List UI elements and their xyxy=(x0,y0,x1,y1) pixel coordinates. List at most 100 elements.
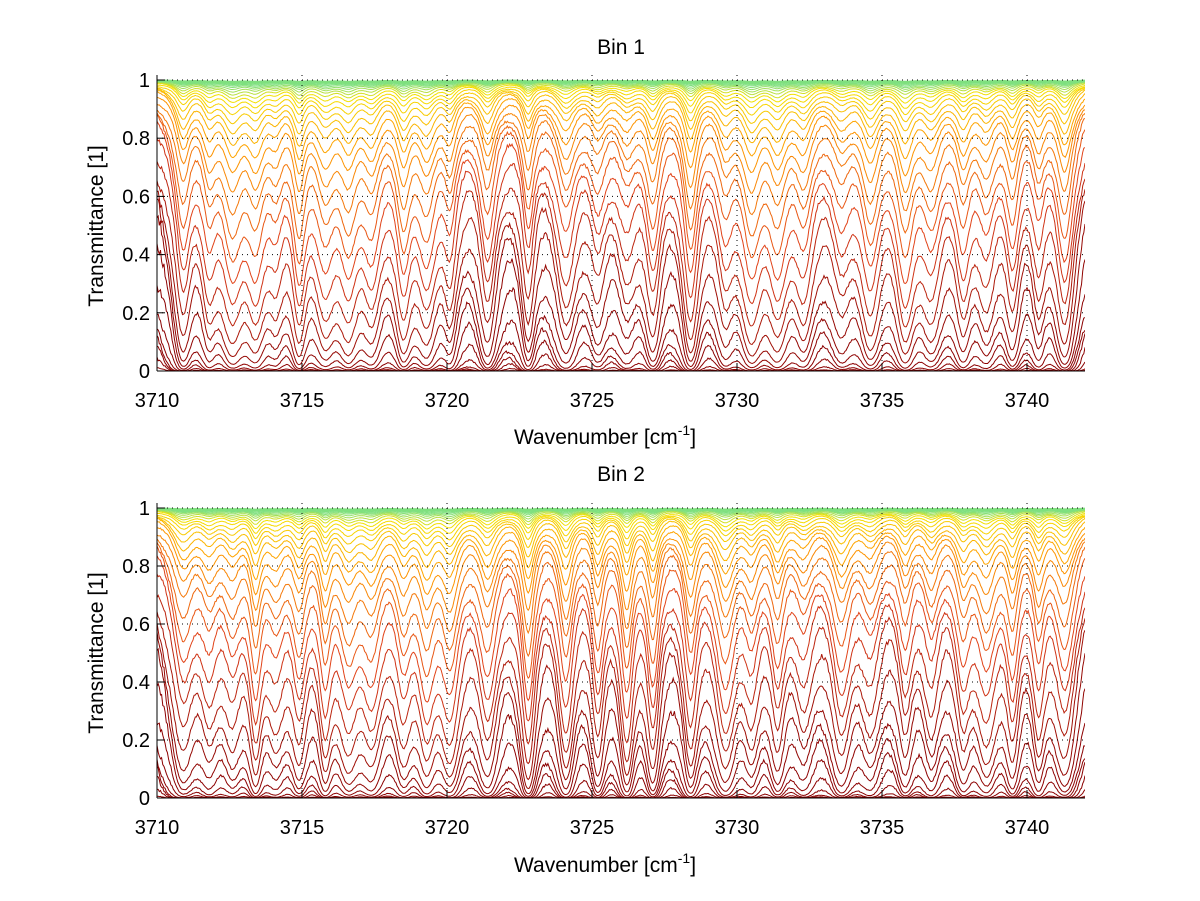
x-tick-label: 3735 xyxy=(860,390,905,412)
series-line xyxy=(157,647,1085,795)
series-line xyxy=(157,509,1085,516)
series-line xyxy=(157,80,1085,87)
x-tick-label: 3740 xyxy=(1005,390,1050,412)
grid xyxy=(157,503,1085,798)
series-line xyxy=(157,508,1085,515)
series-line xyxy=(157,622,1085,781)
x-tick-label: 3720 xyxy=(425,817,470,839)
series-line xyxy=(157,114,1085,265)
y-axis-label: Transmittance [1] xyxy=(85,572,108,733)
x-axis-label-text: Wavenumber [cm xyxy=(514,426,678,449)
series-line xyxy=(157,82,1085,100)
series-line xyxy=(157,103,1085,194)
series-line xyxy=(157,507,1085,510)
x-tick-label: 3730 xyxy=(715,390,760,412)
series-line xyxy=(157,527,1085,596)
series-line xyxy=(157,161,1085,328)
series-line xyxy=(157,285,1085,371)
series-line xyxy=(157,611,1085,765)
series-line xyxy=(157,80,1085,89)
series-line xyxy=(157,538,1085,635)
subplot-bin-1: Bin 1 3710 3715 3720 3725 3730 3735 3740 0 0.2 0.… xyxy=(85,36,1085,449)
x-tick-label: 3710 xyxy=(135,390,180,412)
x-tick-label: 3730 xyxy=(715,817,760,839)
y-tick-label: 0.4 xyxy=(122,245,150,267)
series-line xyxy=(157,138,1085,309)
series-line xyxy=(157,87,1085,125)
x-tick-label: 3715 xyxy=(280,817,325,839)
x-axis-label-end: ] xyxy=(690,854,696,877)
series-line xyxy=(157,81,1085,93)
x-tick-label: 3735 xyxy=(860,817,905,839)
y-tick-label: 0 xyxy=(139,361,150,383)
series-line xyxy=(157,509,1085,518)
series-line xyxy=(157,81,1085,91)
y-tick-label: 1 xyxy=(139,70,150,92)
series-line xyxy=(157,91,1085,160)
series-line xyxy=(157,180,1085,345)
y-tick-label: 0.2 xyxy=(122,730,150,752)
subplot-bin-2: Bin 2 3710 3715 3720 3725 3730 3735 3740 0 0.2 0.… xyxy=(85,463,1085,877)
series-line xyxy=(157,722,1085,798)
series-line xyxy=(157,198,1085,366)
series-line xyxy=(157,89,1085,147)
series-line xyxy=(157,512,1085,534)
series-line xyxy=(157,745,1085,798)
x-tick-label: 3720 xyxy=(425,390,470,412)
series-line xyxy=(157,517,1085,569)
series-line xyxy=(157,112,1085,240)
y-tick-label: 0.6 xyxy=(122,186,150,208)
y-tick-label: 0.2 xyxy=(122,303,150,325)
series-line xyxy=(157,682,1085,798)
series-line xyxy=(157,88,1085,135)
series-line xyxy=(157,511,1085,530)
series-line xyxy=(157,79,1085,82)
y-tick-label: 1 xyxy=(139,498,150,520)
x-axis-label: Wavenumber [cm-1] xyxy=(514,422,696,449)
series-line xyxy=(157,545,1085,679)
x-tick-label: 3710 xyxy=(135,817,180,839)
y-tick-label: 0.6 xyxy=(122,614,150,636)
series-line xyxy=(157,555,1085,703)
series-group xyxy=(157,507,1085,798)
series-line xyxy=(157,81,1085,96)
x-axis-label-end: ] xyxy=(690,426,696,449)
y-tick-label: 0.4 xyxy=(122,672,150,694)
series-group xyxy=(157,79,1085,371)
plot-title: Bin 2 xyxy=(597,463,645,486)
series-line xyxy=(157,96,1085,177)
series-line xyxy=(157,542,1085,658)
x-axis-label-text: Wavenumber [cm xyxy=(514,854,678,877)
series-line xyxy=(157,514,1085,541)
plot-area: 3710 3715 3720 3725 3730 3735 3740 0 0.2 0.4 0.6 0.… xyxy=(122,498,1085,839)
plot-title: Bin 1 xyxy=(597,36,645,59)
series-line xyxy=(157,516,1085,558)
series-line xyxy=(157,120,1085,286)
x-tick-label: 3740 xyxy=(1005,817,1050,839)
series-line xyxy=(157,84,1085,109)
series-line xyxy=(157,109,1085,216)
x-axis-label-superscript: -1 xyxy=(678,422,691,438)
y-tick-label: 0.8 xyxy=(122,556,150,578)
series-line xyxy=(157,243,1085,371)
x-tick-label: 3725 xyxy=(570,390,615,412)
series-line xyxy=(157,509,1085,520)
series-line xyxy=(157,573,1085,727)
series-line xyxy=(157,510,1085,526)
y-tick-label: 0.8 xyxy=(122,128,150,150)
series-line xyxy=(157,631,1085,790)
y-axis-label: Transmittance [1] xyxy=(85,145,108,306)
series-line xyxy=(157,515,1085,549)
x-axis-label-superscript: -1 xyxy=(678,850,691,866)
x-tick-label: 3725 xyxy=(570,817,615,839)
series-line xyxy=(157,190,1085,358)
series-line xyxy=(157,509,1085,523)
x-tick-label: 3715 xyxy=(280,390,325,412)
series-line xyxy=(157,521,1085,581)
series-line xyxy=(157,534,1085,613)
series-line xyxy=(157,594,1085,747)
series-line xyxy=(157,214,1085,370)
series-line xyxy=(157,86,1085,116)
plot-area: 3710 3715 3720 3725 3730 3735 3740 0 0.2 0.4 0.6 0.… xyxy=(122,70,1085,412)
